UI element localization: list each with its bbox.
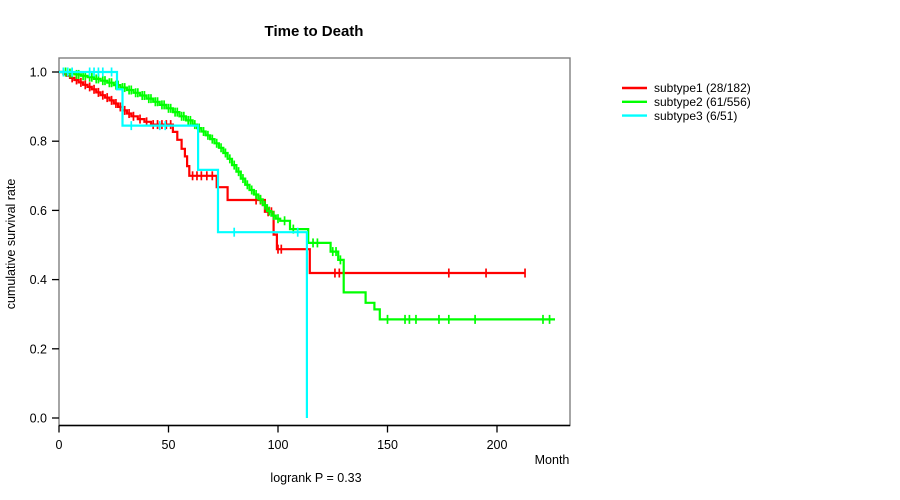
- y-tick-label: 0.6: [30, 204, 47, 218]
- legend-item-2: subtype2 (61/556): [622, 95, 751, 109]
- survival-curve: [59, 70, 308, 418]
- legend-item-3: subtype3 (6/51): [622, 109, 737, 123]
- y-tick-label: 0.8: [30, 135, 47, 149]
- legend-label: subtype2 (61/556): [654, 95, 751, 109]
- y-tick-label: 0.0: [30, 412, 47, 426]
- axes: 0 50 100 150 200 0.0 0.2 0.4 0.6 0.8 1.0: [30, 57, 571, 452]
- logrank-note: logrank P = 0.33: [270, 471, 361, 485]
- legend-item-1: subtype1 (28/182): [622, 81, 751, 95]
- y-axis-title: cumulative survival rate: [4, 179, 18, 310]
- x-tick-label: 150: [377, 438, 398, 452]
- x-tick-label: 50: [162, 438, 176, 452]
- legend: subtype1 (28/182)subtype2 (61/556)subtyp…: [622, 81, 751, 123]
- plot-box: [58, 57, 571, 427]
- x-tick-label: 200: [487, 438, 508, 452]
- legend-label: subtype1 (28/182): [654, 81, 751, 95]
- chart-title: Time to Death: [265, 23, 364, 40]
- survival-curve: [59, 70, 525, 275]
- curves: [59, 67, 555, 418]
- y-tick-label: 1.0: [30, 66, 47, 80]
- x-tick-label: 100: [268, 438, 289, 452]
- y-tick-label: 0.4: [30, 273, 47, 287]
- x-tick-label: 0: [56, 438, 63, 452]
- x-axis-title: Month: [535, 453, 570, 467]
- survival-series-1: [59, 70, 526, 278]
- survival-series-2: [59, 67, 555, 324]
- y-tick-label: 0.2: [30, 342, 47, 356]
- legend-label: subtype3 (6/51): [654, 109, 737, 123]
- survival-series-3: [59, 67, 308, 418]
